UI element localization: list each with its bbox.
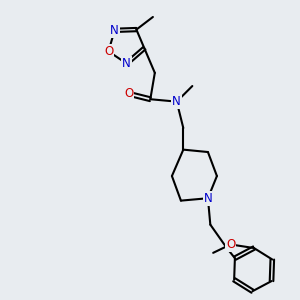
Text: N: N (172, 95, 181, 108)
Text: N: N (203, 192, 212, 205)
Text: O: O (124, 87, 133, 100)
Text: O: O (226, 238, 235, 251)
Text: N: N (122, 57, 131, 70)
Text: O: O (104, 45, 113, 58)
Text: N: N (110, 24, 119, 37)
